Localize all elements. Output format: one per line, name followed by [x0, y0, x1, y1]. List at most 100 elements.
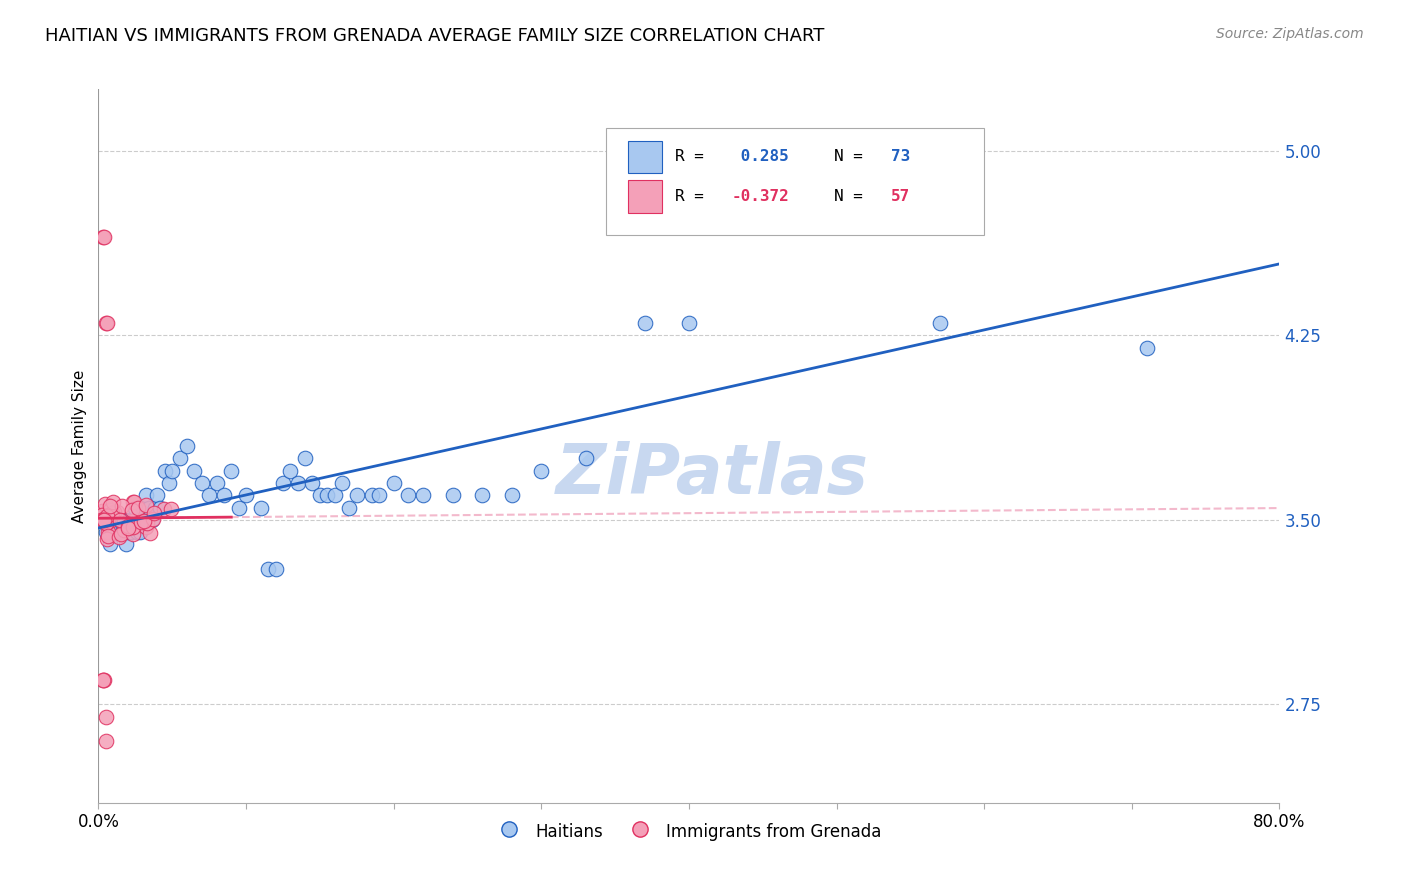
Immigrants from Grenada — [94, 709, 117, 723]
Immigrants from Grenada — [111, 499, 134, 513]
Haitians — [153, 464, 176, 478]
Immigrants from Grenada — [97, 525, 120, 540]
Immigrants from Grenada — [139, 526, 162, 541]
Haitians — [115, 537, 138, 551]
Text: R =: R = — [675, 189, 713, 203]
Haitians — [141, 513, 163, 527]
Haitians — [122, 513, 145, 527]
Haitians — [127, 513, 149, 527]
Immigrants from Grenada — [121, 503, 143, 517]
Haitians — [110, 513, 132, 527]
Immigrants from Grenada — [117, 519, 139, 533]
Haitians — [176, 439, 198, 453]
Haitians — [183, 464, 205, 478]
Haitians — [323, 488, 346, 502]
Immigrants from Grenada — [96, 316, 118, 330]
Haitians — [98, 537, 121, 551]
Haitians — [125, 525, 148, 540]
Haitians — [105, 513, 128, 527]
Haitians — [117, 525, 139, 540]
Immigrants from Grenada — [93, 673, 115, 687]
Immigrants from Grenada — [91, 230, 114, 244]
Immigrants from Grenada — [96, 533, 118, 547]
Haitians — [294, 451, 316, 466]
Immigrants from Grenada — [94, 734, 117, 748]
Immigrants from Grenada — [112, 523, 135, 537]
Immigrants from Grenada — [153, 502, 176, 516]
Immigrants from Grenada — [135, 516, 157, 531]
Y-axis label: Average Family Size: Average Family Size — [72, 369, 87, 523]
Haitians — [530, 464, 553, 478]
Haitians — [132, 500, 155, 515]
Text: R =: R = — [675, 150, 713, 164]
Text: N =: N = — [834, 189, 873, 203]
Haitians — [368, 488, 391, 502]
Haitians — [250, 500, 273, 515]
FancyBboxPatch shape — [627, 141, 662, 173]
Immigrants from Grenada — [160, 501, 183, 516]
Text: N =: N = — [834, 150, 873, 164]
Haitians — [575, 451, 598, 466]
Immigrants from Grenada — [93, 512, 115, 526]
Haitians — [114, 525, 136, 540]
Haitians — [138, 500, 160, 515]
Immigrants from Grenada — [134, 514, 156, 528]
Haitians — [634, 316, 657, 330]
Immigrants from Grenada — [103, 505, 125, 519]
Text: HAITIAN VS IMMIGRANTS FROM GRENADA AVERAGE FAMILY SIZE CORRELATION CHART: HAITIAN VS IMMIGRANTS FROM GRENADA AVERA… — [45, 27, 824, 45]
Haitians — [330, 475, 353, 490]
Immigrants from Grenada — [97, 529, 120, 543]
Haitians — [271, 475, 294, 490]
Haitians — [316, 488, 339, 502]
Immigrants from Grenada — [117, 521, 139, 535]
Immigrants from Grenada — [122, 494, 145, 508]
Haitians — [1136, 341, 1159, 355]
Immigrants from Grenada — [121, 514, 143, 528]
Haitians — [104, 525, 127, 540]
Immigrants from Grenada — [91, 673, 114, 687]
Haitians — [198, 488, 221, 502]
Immigrants from Grenada — [91, 513, 114, 527]
Immigrants from Grenada — [142, 512, 165, 526]
Haitians — [257, 562, 280, 576]
Haitians — [135, 488, 157, 502]
Haitians — [169, 451, 191, 466]
Haitians — [228, 500, 250, 515]
FancyBboxPatch shape — [627, 180, 662, 212]
Immigrants from Grenada — [94, 516, 117, 530]
Haitians — [309, 488, 332, 502]
Haitians — [360, 488, 382, 502]
Text: Source: ZipAtlas.com: Source: ZipAtlas.com — [1216, 27, 1364, 41]
Haitians — [157, 475, 180, 490]
Haitians — [221, 464, 243, 478]
Immigrants from Grenada — [97, 512, 120, 526]
Immigrants from Grenada — [98, 503, 121, 517]
Haitians — [929, 316, 952, 330]
Haitians — [501, 488, 523, 502]
Immigrants from Grenada — [105, 505, 128, 519]
FancyBboxPatch shape — [606, 128, 984, 235]
Immigrants from Grenada — [93, 230, 115, 244]
Haitians — [108, 513, 131, 527]
Immigrants from Grenada — [135, 520, 157, 534]
Haitians — [128, 525, 150, 540]
Haitians — [412, 488, 434, 502]
Haitians — [398, 488, 420, 502]
Haitians — [339, 500, 361, 515]
Haitians — [212, 488, 235, 502]
Haitians — [94, 525, 117, 540]
Immigrants from Grenada — [90, 513, 112, 527]
Haitians — [287, 475, 309, 490]
Haitians — [111, 525, 134, 540]
Immigrants from Grenada — [91, 504, 114, 518]
Immigrants from Grenada — [121, 495, 143, 509]
Immigrants from Grenada — [129, 515, 152, 529]
Haitians — [205, 475, 228, 490]
Haitians — [678, 316, 700, 330]
Immigrants from Grenada — [94, 316, 117, 330]
Haitians — [107, 525, 129, 540]
Immigrants from Grenada — [142, 506, 165, 520]
Haitians — [103, 513, 125, 527]
Immigrants from Grenada — [101, 495, 124, 509]
Haitians — [235, 488, 257, 502]
